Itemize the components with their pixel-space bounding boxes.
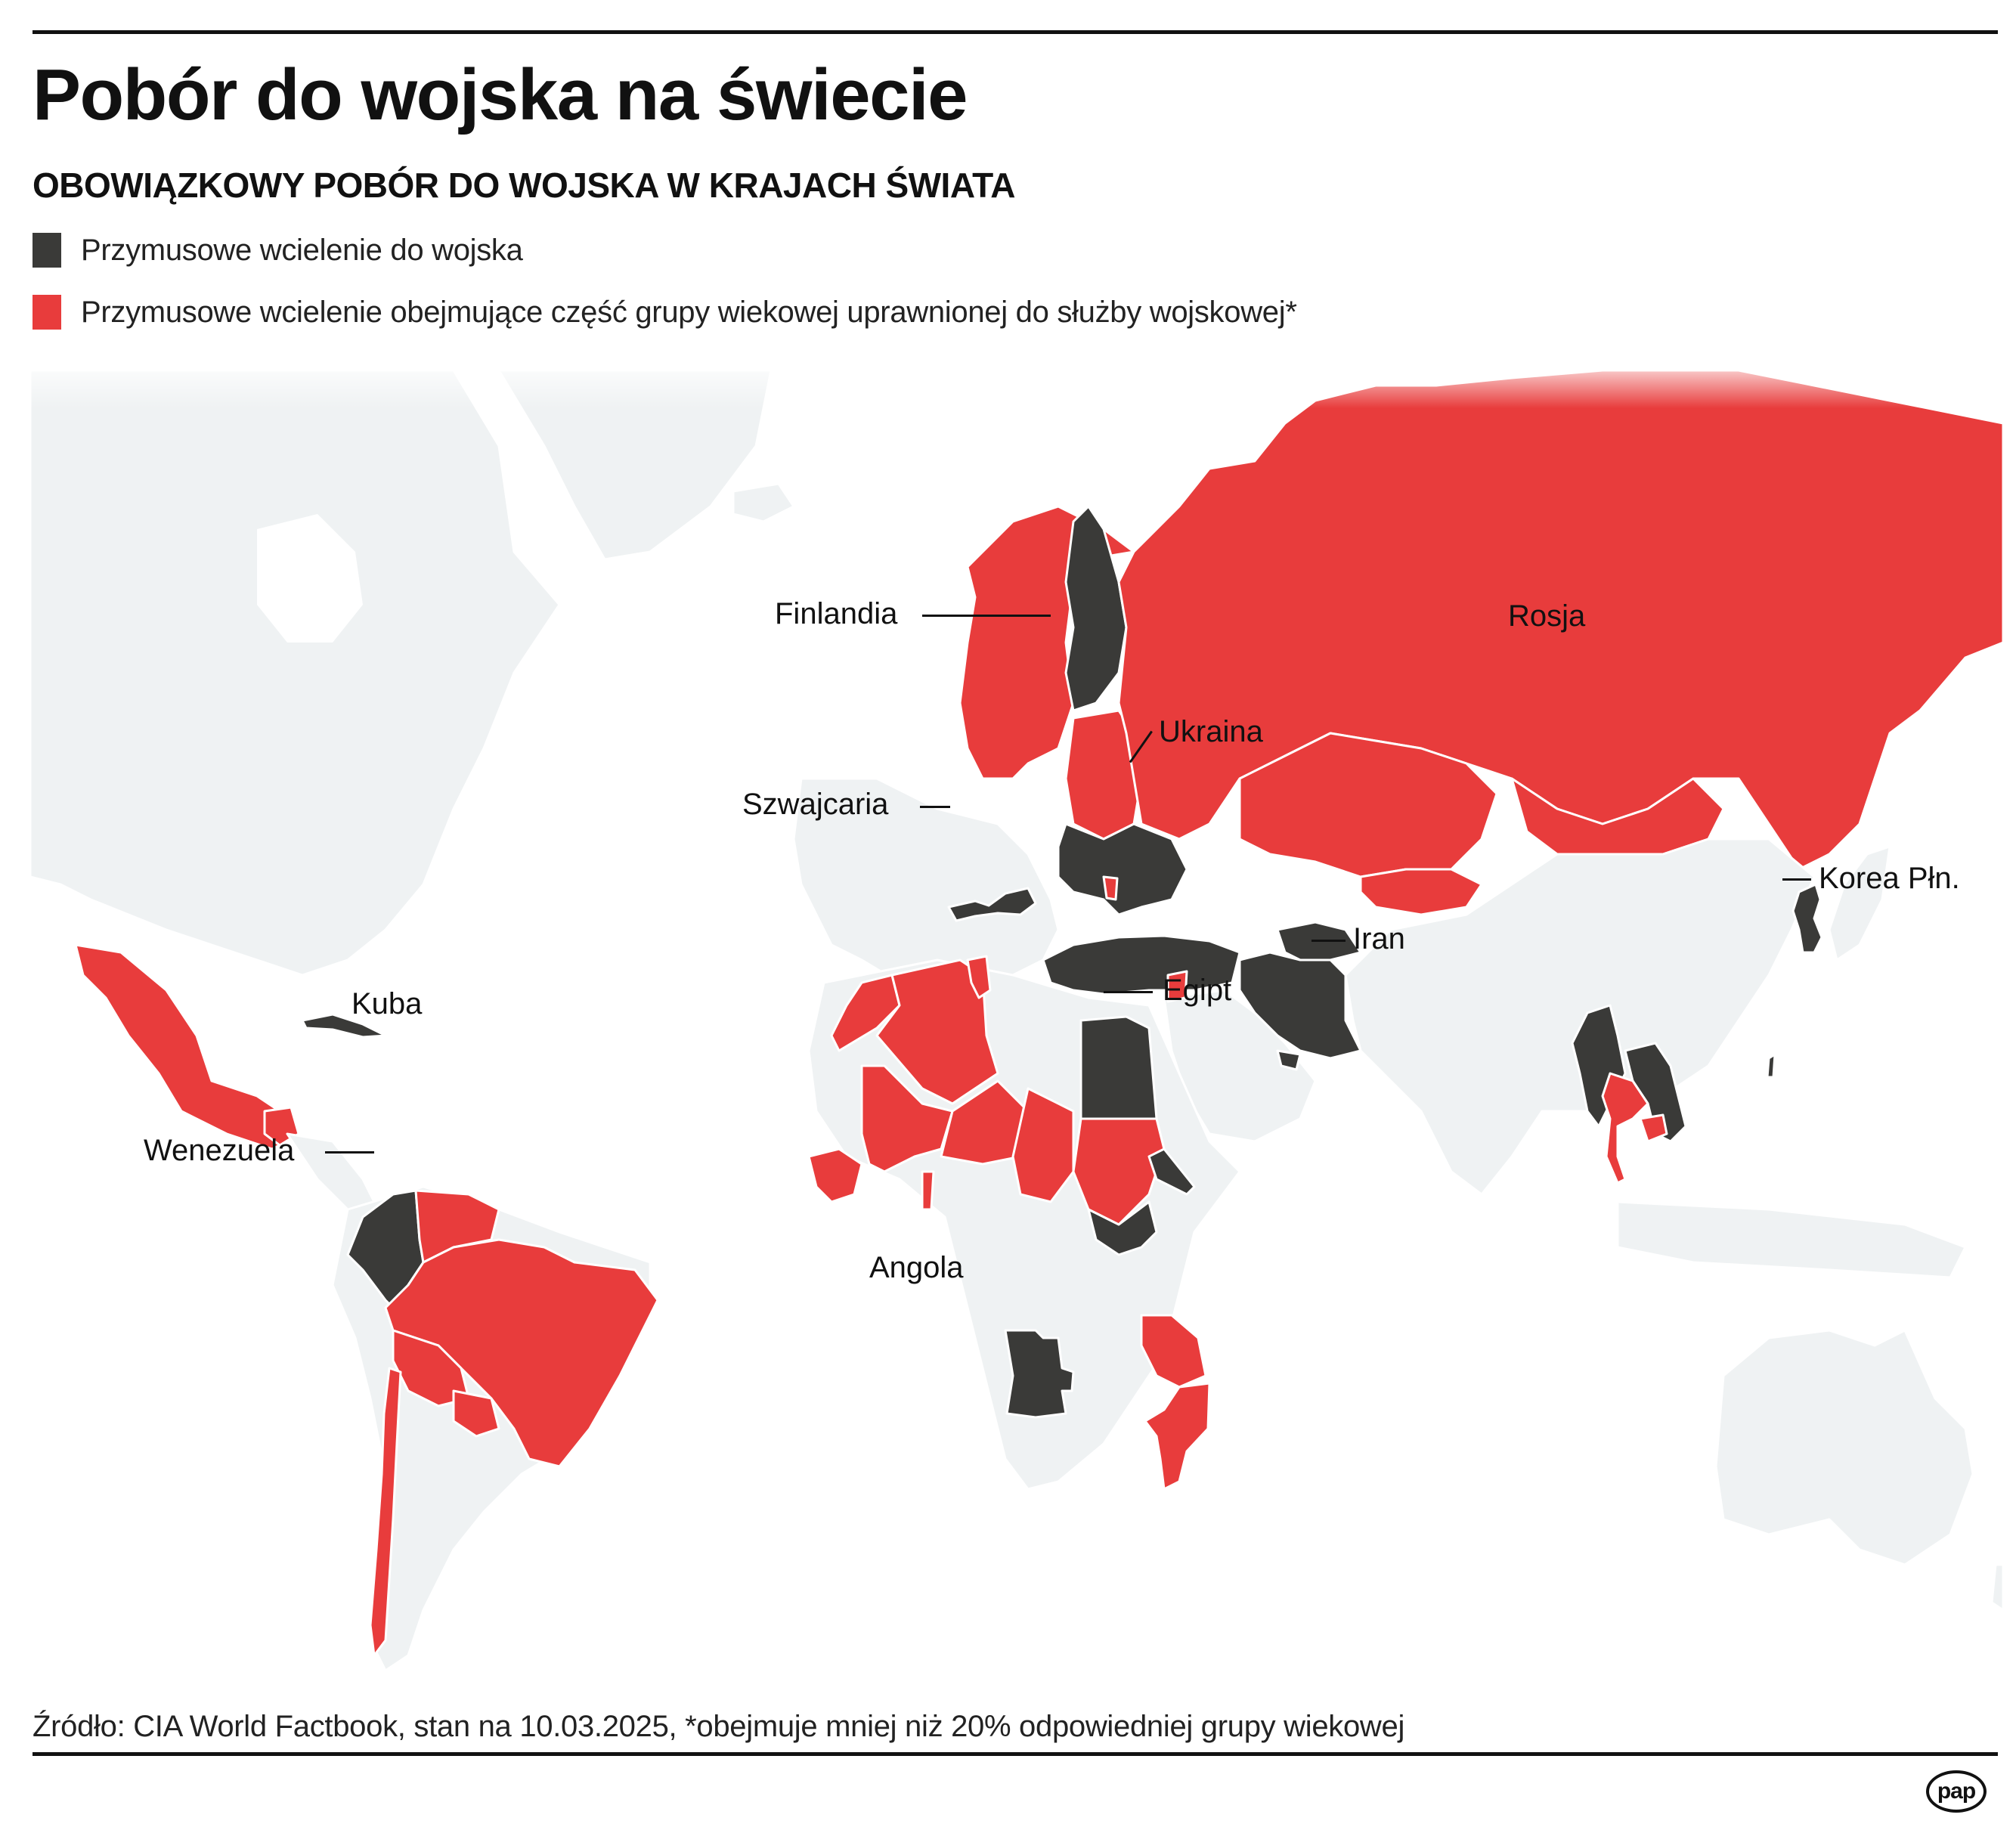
map-label-iran: Iran	[1353, 922, 1405, 955]
switzerland-austria	[947, 887, 1037, 922]
taiwan	[1766, 1053, 1776, 1079]
map-label-korea: Korea Płn.	[1819, 862, 1960, 895]
kazakhstan	[1238, 732, 1498, 878]
leader-line-iran	[1311, 940, 1346, 942]
pap-logo: pap	[1926, 1770, 1987, 1813]
tunisia	[966, 955, 992, 999]
map-label-kuba: Kuba	[351, 987, 423, 1020]
cambodia	[1639, 1113, 1668, 1143]
asia	[1344, 838, 1816, 1196]
world-map-svg	[30, 355, 2003, 1672]
map-label-angola: Angola	[869, 1251, 964, 1284]
legend-swatch-dark	[33, 233, 61, 268]
moldova	[1102, 875, 1119, 901]
australia	[1714, 1329, 1974, 1566]
uae	[1276, 1049, 1302, 1071]
central-asia	[1359, 868, 1483, 916]
thailand	[1601, 1072, 1649, 1184]
angola	[1004, 1329, 1075, 1419]
map-label-szwajcaria: Szwajcaria	[742, 788, 889, 821]
japan	[1828, 845, 1891, 961]
tanzania	[1140, 1314, 1207, 1389]
map-label-egipt: Egipt	[1163, 974, 1232, 1007]
world-map: Finlandia Rosja Ukraina Szwajcaria Korea…	[30, 355, 2003, 1686]
map-label-rosja: Rosja	[1508, 599, 1586, 633]
bottom-rule	[33, 1752, 1998, 1756]
indonesia	[1616, 1200, 1967, 1279]
leader-line-finlandia	[922, 615, 1051, 617]
leader-line-szwajcaria	[920, 806, 950, 808]
sudan	[1072, 1117, 1166, 1226]
iceland	[732, 482, 795, 523]
paraguay	[452, 1389, 500, 1438]
korea	[1791, 883, 1823, 954]
legend-item-partial: Przymusowe wcielenie obejmujące część gr…	[33, 295, 1297, 330]
legend-label: Przymusowe wcielenie do wojska	[81, 233, 523, 267]
source-note: Źródło: CIA World Factbook, stan na 10.0…	[33, 1710, 1405, 1743]
mongolia	[1510, 777, 1725, 863]
top-rule	[33, 30, 1998, 34]
legend-item-full: Przymusowe wcielenie do wojska	[33, 233, 523, 268]
map-label-finlandia: Finlandia	[775, 597, 898, 630]
benin	[921, 1170, 935, 1211]
leader-line-wenezuela	[325, 1151, 374, 1153]
cuba	[301, 1013, 387, 1039]
map-label-ukraina: Ukraina	[1159, 715, 1263, 748]
chad	[1011, 1087, 1075, 1203]
leader-line-egipt	[1104, 991, 1153, 993]
mexico	[74, 943, 289, 1150]
egypt	[1079, 1015, 1158, 1120]
mali	[860, 1064, 954, 1173]
finland	[1064, 505, 1128, 712]
south-sudan	[1087, 1200, 1158, 1256]
chile	[369, 1367, 402, 1657]
north-america	[30, 369, 561, 977]
map-label-wenezuela: Wenezuela	[144, 1134, 295, 1167]
legend-label: Przymusowe wcielenie obejmujące część gr…	[81, 295, 1297, 329]
legend-swatch-red	[33, 295, 61, 330]
new-zealand	[1990, 1563, 2003, 1612]
page-subtitle: OBOWIĄZKOWY POBÓR DO WOJSKA W KRAJACH ŚW…	[33, 166, 1016, 205]
eritrea	[1147, 1147, 1196, 1196]
ukraine	[1057, 822, 1188, 916]
turkey-greece	[1042, 934, 1241, 996]
mozambique	[1144, 1382, 1211, 1491]
leader-line-korea	[1782, 878, 1811, 881]
page-title: Pobór do wojska na świecie	[33, 54, 968, 135]
jordan	[1166, 970, 1188, 1003]
senegal-guinea	[807, 1147, 863, 1203]
